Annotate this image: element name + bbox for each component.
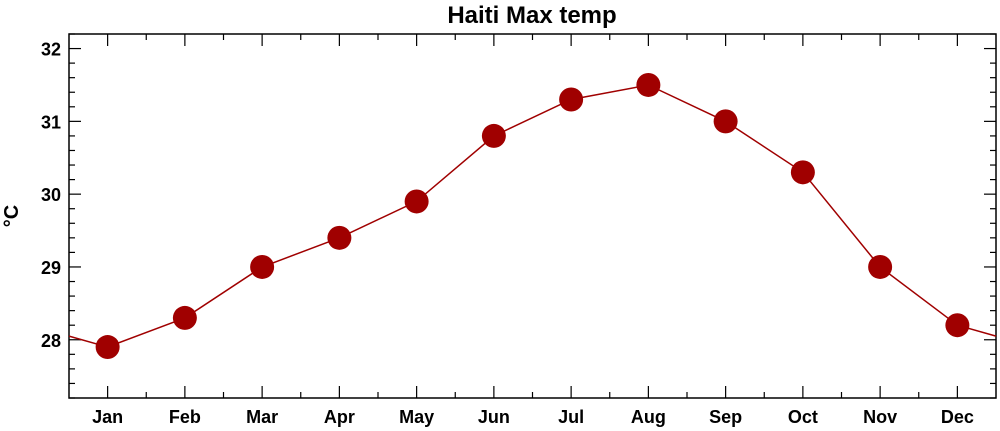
ticks: 28 29 30 31 32 Jan Feb Mar Apr May Jun Jul Aug Sep Oct… <box>41 33 996 427</box>
series-line <box>107 84 958 348</box>
data-point <box>636 72 661 97</box>
data-point <box>250 254 275 279</box>
x-tick-label: Dec <box>941 407 974 427</box>
y-tick-label: 32 <box>41 40 61 60</box>
x-tick-label: Jan <box>92 407 123 427</box>
data-point <box>945 313 970 338</box>
x-tick-label: Jul <box>558 407 584 427</box>
x-tick-label: May <box>399 407 434 427</box>
data-point <box>713 109 738 134</box>
data-point <box>481 123 506 148</box>
chart-title: Haiti Max temp <box>447 2 616 29</box>
x-tick-label: Jun <box>478 407 510 427</box>
axes <box>68 33 997 399</box>
y-tick-label: 31 <box>41 112 61 132</box>
x-tick-label: Sep <box>709 407 742 427</box>
data-point <box>404 189 429 214</box>
y-axis-label: °C <box>1 205 23 227</box>
y-tick-label: 29 <box>41 258 61 278</box>
x-tick-label: Feb <box>169 407 201 427</box>
y-tick-label: 30 <box>41 185 61 205</box>
series <box>68 72 997 360</box>
x-tick-label: Aug <box>631 407 666 427</box>
x-tick-label: Nov <box>863 407 897 427</box>
data-point <box>172 305 197 330</box>
plot-frame <box>68 33 997 399</box>
data-point <box>868 254 893 279</box>
data-point <box>95 335 120 360</box>
x-tick-label: Oct <box>788 407 818 427</box>
data-point <box>559 87 584 112</box>
y-tick-label: 28 <box>41 331 61 351</box>
x-tick-label: Apr <box>324 407 355 427</box>
data-point <box>327 225 352 250</box>
data-point <box>790 160 815 185</box>
x-tick-label: Mar <box>246 407 278 427</box>
